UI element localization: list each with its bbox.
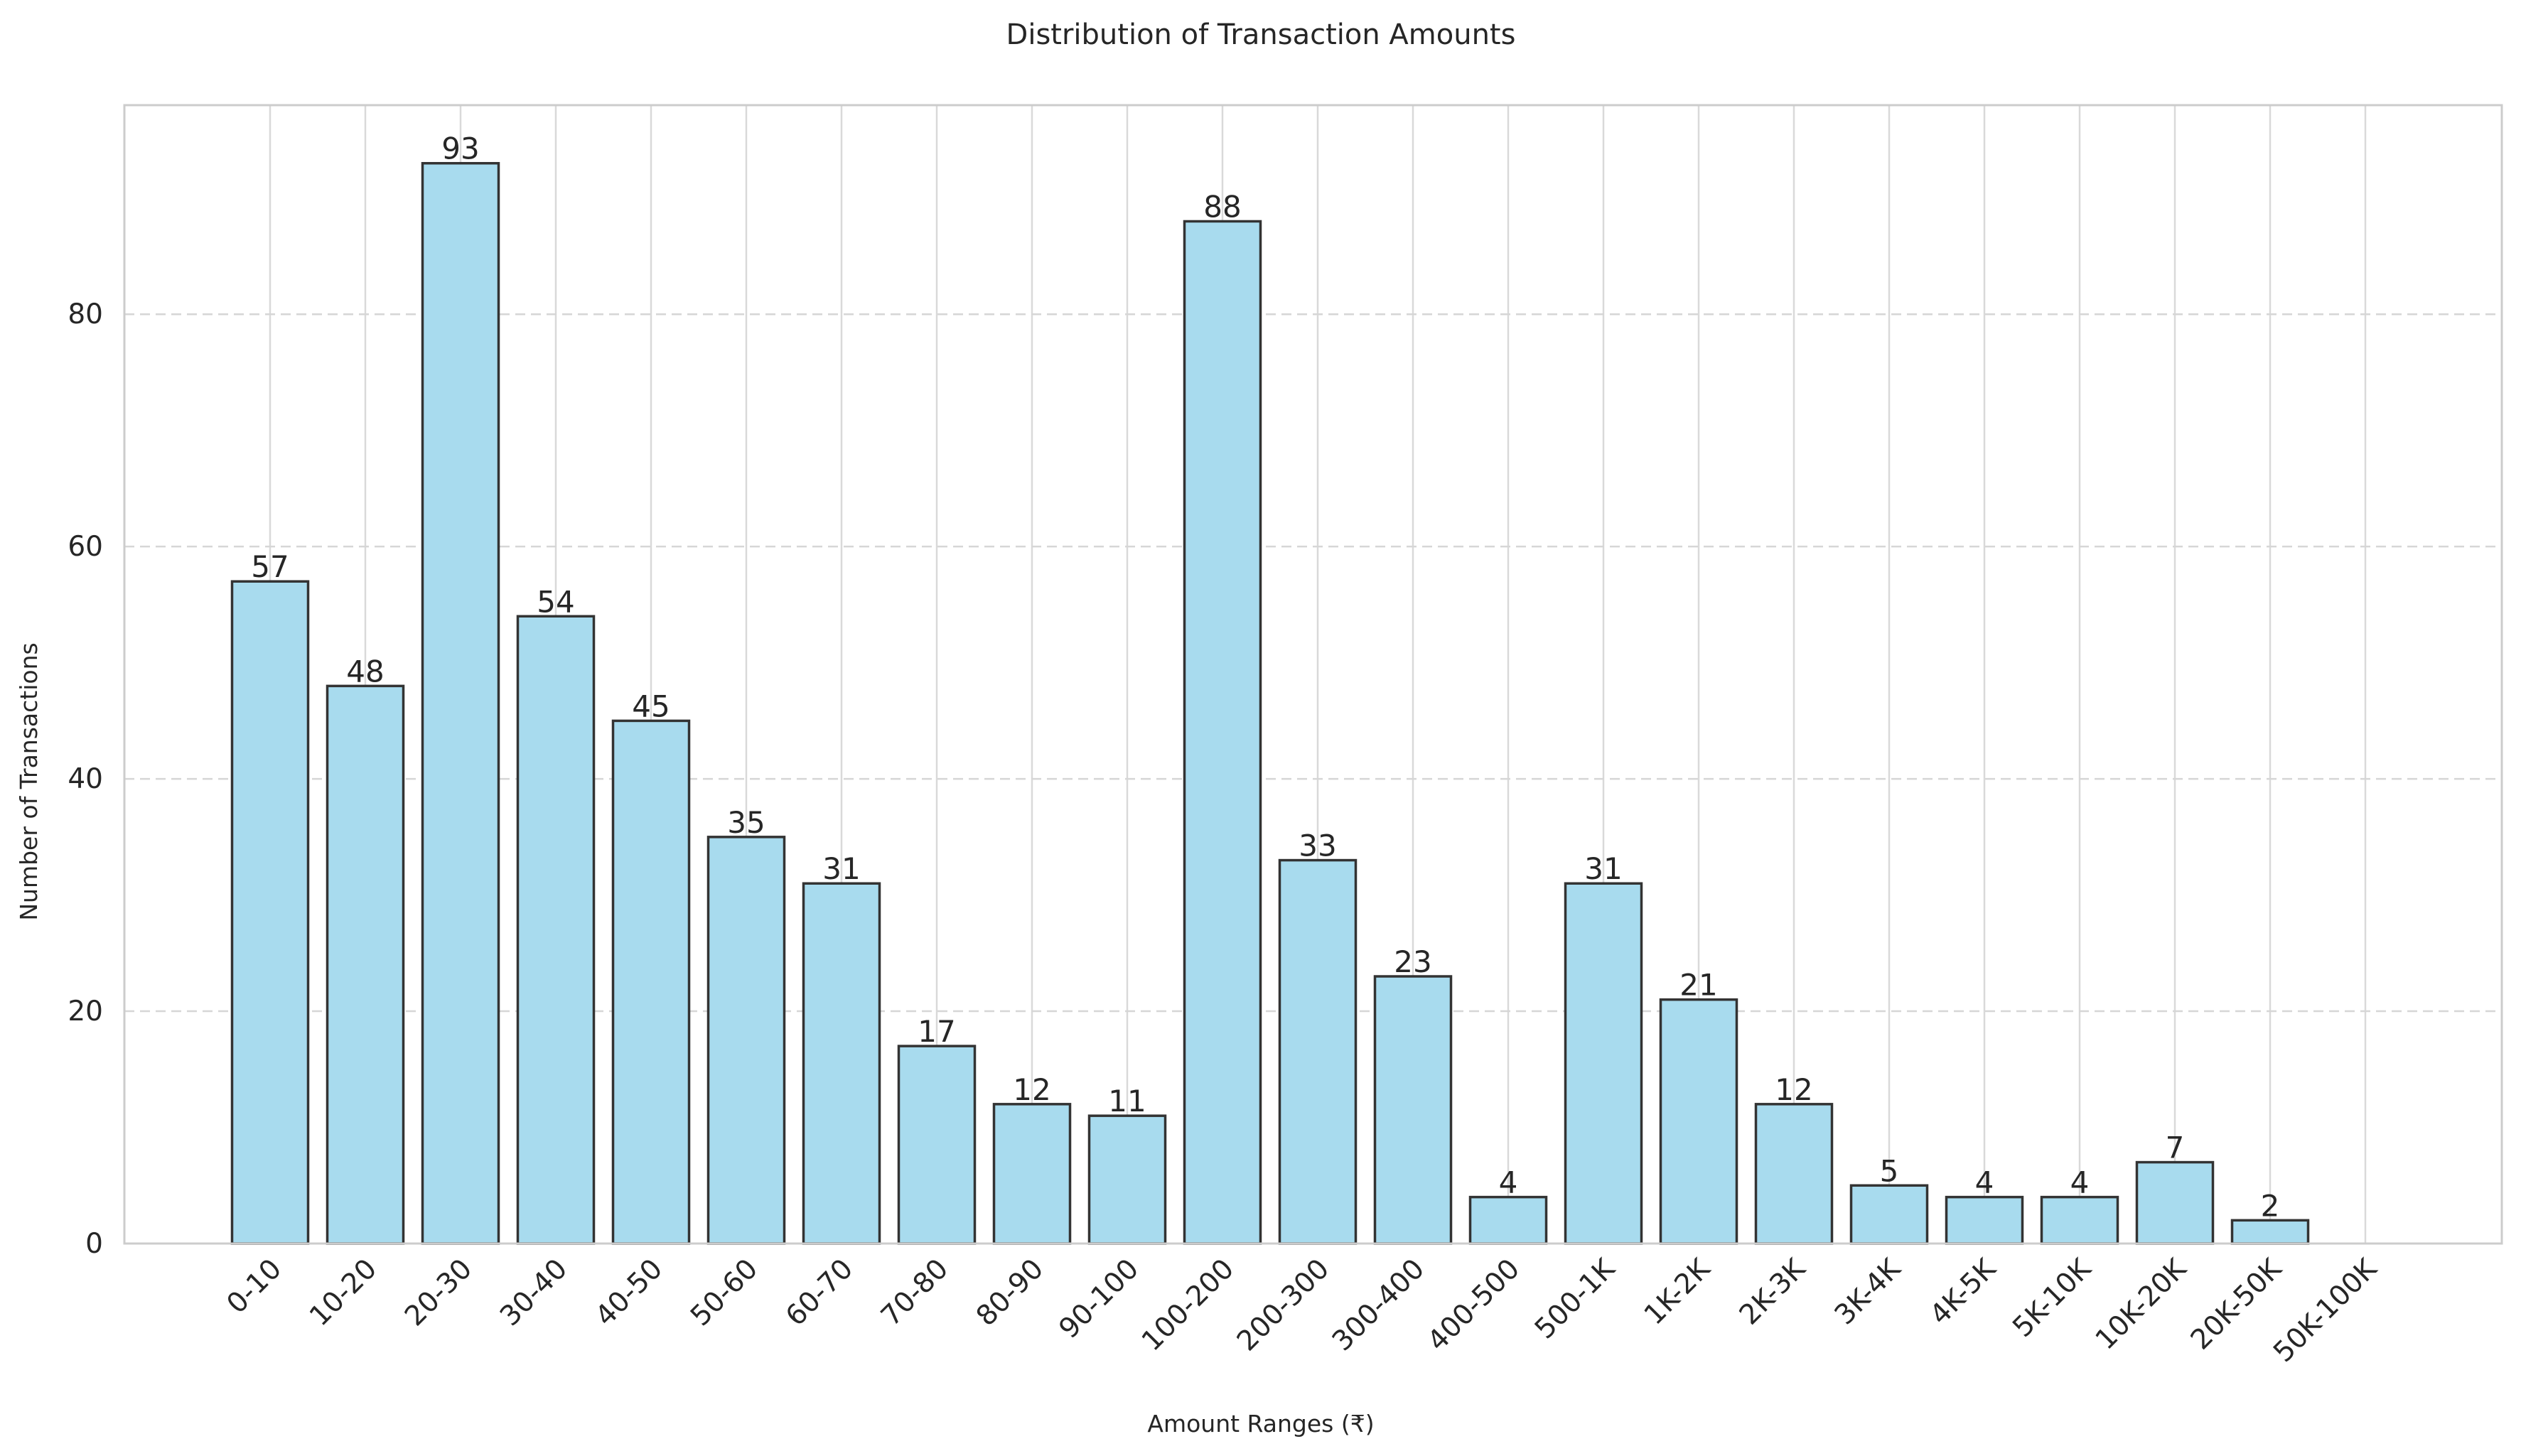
y-axis-ticks: 0 20 40 60 80: [68, 298, 103, 1260]
bar-400-500: [1468, 1195, 1548, 1245]
bar-200-300: [1278, 858, 1358, 1245]
x-tick-label: 90-100: [1053, 1253, 1146, 1345]
x-tick-label: 60-70: [780, 1253, 859, 1332]
data-label: 7: [2166, 1131, 2185, 1165]
bar-3K-4K: [1849, 1184, 1929, 1245]
x-tick-label: 30-40: [494, 1253, 574, 1332]
x-tick-label: 20-30: [399, 1253, 478, 1332]
data-label: 31: [1584, 851, 1622, 886]
data-label: 93: [441, 131, 479, 166]
data-label: 23: [1394, 944, 1431, 979]
x-tick-label: 300-400: [1326, 1253, 1431, 1357]
x-tick-label: 10K-20K: [2090, 1252, 2193, 1356]
y-axis-label: Number of Transactions: [15, 642, 43, 920]
y-tick-label: 60: [68, 531, 103, 563]
bar-60-70: [802, 882, 881, 1245]
bar-70-80: [897, 1045, 977, 1245]
x-tick-label: 3K-4K: [1829, 1252, 1908, 1331]
data-label: 45: [632, 689, 670, 723]
bar-0-10: [230, 580, 310, 1245]
bar-10-20: [326, 684, 405, 1245]
bar-1K-2K: [1659, 998, 1738, 1245]
y-tick-label: 40: [68, 763, 103, 795]
data-label: 5: [1880, 1153, 1899, 1188]
data-label: 12: [1775, 1072, 1812, 1107]
bar-50-60: [706, 836, 786, 1245]
data-label: 4: [1975, 1165, 1994, 1200]
x-tick-label: 4K-5K: [1924, 1252, 2003, 1331]
plot-area-frame: [123, 104, 2503, 1245]
x-tick-label: 2K-3K: [1733, 1252, 1812, 1331]
bar-80-90: [992, 1103, 1072, 1245]
data-label: 88: [1203, 189, 1241, 224]
bar-4K-5K: [1945, 1195, 2024, 1245]
y-tick-label: 80: [68, 298, 103, 330]
x-tick-label: 500-1K: [1529, 1252, 1622, 1345]
chart-title: Distribution of Transaction Amounts: [1006, 18, 1516, 51]
data-label: 21: [1679, 968, 1717, 1003]
x-tick-label: 0-10: [221, 1253, 288, 1320]
data-label: 17: [918, 1014, 955, 1049]
y-tick-label: 0: [85, 1228, 103, 1260]
data-label: 54: [537, 584, 574, 619]
x-tick-label: 40-50: [589, 1253, 669, 1332]
data-label: 4: [1499, 1165, 1518, 1200]
bar-20K-50K: [2230, 1219, 2310, 1245]
x-axis-label: Amount Ranges (₹): [1147, 1410, 1374, 1438]
bar-100-200: [1183, 220, 1262, 1245]
bar-2K-3K: [1754, 1103, 1834, 1245]
x-tick-label: 100-200: [1136, 1253, 1240, 1357]
x-tick-label: 1K-2K: [1638, 1252, 1717, 1331]
bar-500-1K: [1564, 882, 1643, 1245]
data-label: 35: [727, 805, 765, 840]
bar-10K-20K: [2135, 1160, 2215, 1245]
data-label: 12: [1013, 1072, 1050, 1107]
data-label: 11: [1108, 1084, 1146, 1118]
grid: [124, 105, 2502, 1244]
bar-300-400: [1373, 975, 1453, 1245]
bar-40-50: [611, 719, 691, 1245]
bar-90-100: [1087, 1114, 1167, 1245]
data-label: 4: [2070, 1165, 2090, 1200]
bar-5K-10K: [2040, 1195, 2119, 1245]
x-tick-label: 200-300: [1231, 1253, 1335, 1357]
y-tick-label: 20: [68, 996, 103, 1028]
data-label: 33: [1299, 829, 1336, 863]
x-tick-label: 5K-10K: [2006, 1252, 2098, 1344]
data-label: 57: [251, 549, 289, 584]
data-label: 2: [2261, 1188, 2280, 1223]
x-axis-ticks: 0-10 10-20 20-30 30-40 40-50 50-60 60-70 70-80 8…: [221, 1252, 2384, 1369]
data-label: 31: [822, 851, 860, 886]
data-label: 48: [346, 654, 384, 689]
bars: [230, 161, 2310, 1245]
x-tick-label: 50-60: [684, 1253, 764, 1332]
x-tick-label: 400-500: [1421, 1253, 1526, 1357]
x-tick-label: 10-20: [303, 1253, 383, 1332]
bar-20-30: [421, 161, 500, 1245]
x-tick-label: 50K-100K: [2267, 1252, 2384, 1369]
bar-30-40: [516, 615, 596, 1245]
x-tick-label: 80-90: [970, 1253, 1050, 1332]
x-tick-label: 70-80: [875, 1253, 955, 1332]
